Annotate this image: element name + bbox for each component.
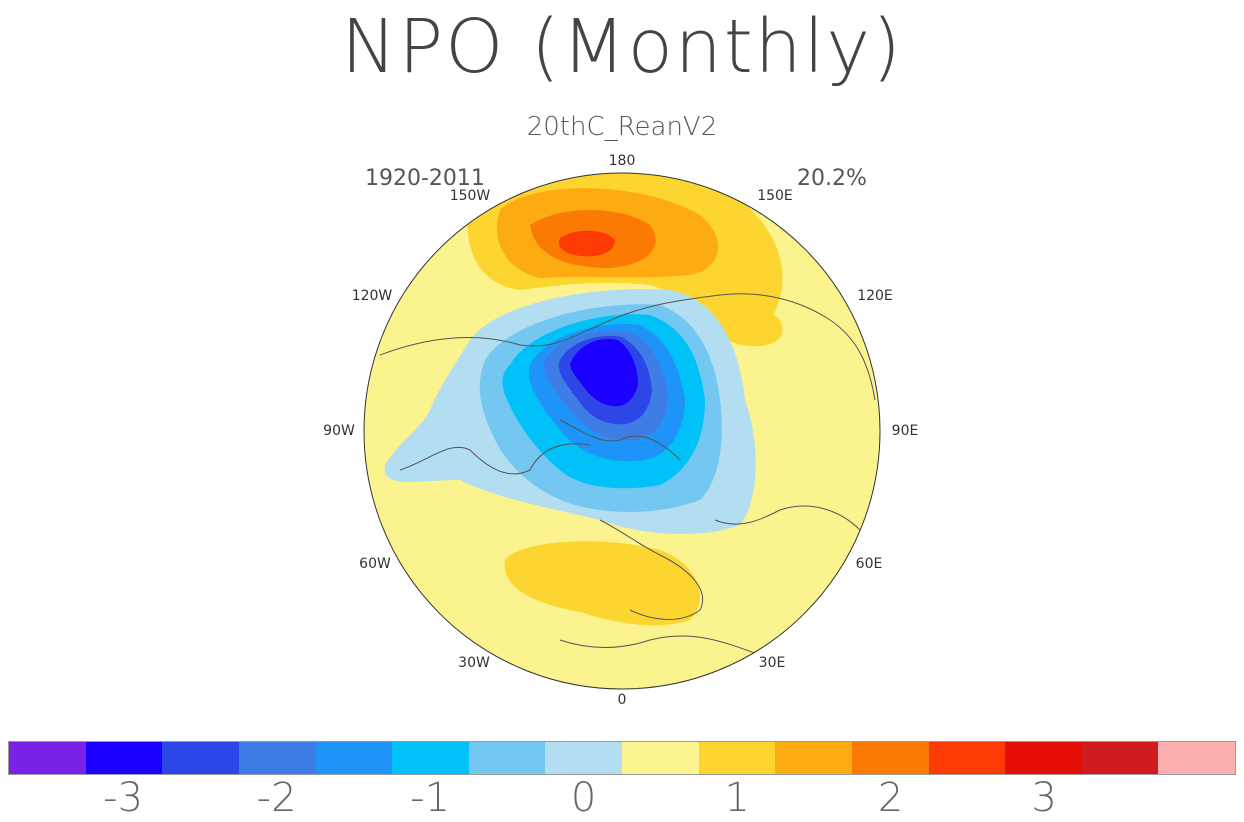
colorbar-tick-label: 2 (877, 775, 904, 821)
colorbar-swatch (1158, 742, 1235, 774)
lon-label-0: 0 (618, 692, 627, 708)
colorbar-tick-label: -3 (103, 775, 144, 821)
colorbar-swatch (85, 742, 163, 774)
colorbar-tick-label: 3 (1031, 775, 1057, 821)
colorbar-swatch (162, 742, 239, 774)
map-boundary (363, 172, 881, 690)
colorbar-swatch (928, 742, 1006, 774)
colorbar-swatch (392, 742, 469, 774)
colorbar-swatch (1081, 742, 1159, 774)
colorbar-tick-label: -2 (256, 775, 297, 821)
lon-label-30e: 30E (759, 655, 786, 671)
variance-label: 20.2% (797, 166, 867, 191)
colorbar-swatch (315, 742, 393, 774)
coastlines (379, 293, 876, 656)
lon-label-60e: 60E (856, 556, 883, 572)
positive-anomaly-ne (690, 298, 783, 347)
colorbar-swatch (468, 742, 546, 774)
colorbar-swatch (698, 742, 776, 774)
colorbar-swatch (238, 742, 316, 774)
lon-label-90w: 90W (323, 423, 355, 439)
colorbar-tick-label: -1 (410, 775, 451, 821)
period-label: 1920-2011 (365, 166, 485, 191)
colorbar-swatch (545, 742, 622, 774)
figure-subtitle: 20thC_ReanV2 (526, 112, 718, 142)
lon-label-120w: 120W (352, 288, 393, 304)
positive-anomaly-north-4 (559, 230, 615, 257)
colorbar-ticks: -3 -2 -1 0 1 2 3 (0, 775, 1244, 822)
colorbar-swatch (9, 742, 86, 774)
lon-label-150w: 150W (450, 188, 491, 204)
figure-title: NPO (Monthly) (341, 4, 903, 90)
colorbar-swatch (851, 742, 929, 774)
colorbar-tick-label: 1 (724, 775, 750, 821)
negative-anomaly-7 (570, 338, 638, 407)
lon-label-120e: 120E (857, 288, 893, 304)
colorbar-swatch (775, 742, 852, 774)
colorbar (8, 741, 1236, 775)
lon-label-150e: 150E (757, 188, 793, 204)
colorbar-swatch (1005, 742, 1082, 774)
colorbar-swatch (622, 742, 699, 774)
colorbar-tick-label: 0 (570, 775, 597, 821)
lon-label-60w: 60W (359, 556, 391, 572)
map-field (364, 173, 880, 689)
positive-anomaly-south (504, 541, 700, 626)
lon-label-30w: 30W (458, 655, 490, 671)
lon-label-180: 180 (609, 153, 636, 169)
lon-label-90e: 90E (892, 423, 919, 439)
